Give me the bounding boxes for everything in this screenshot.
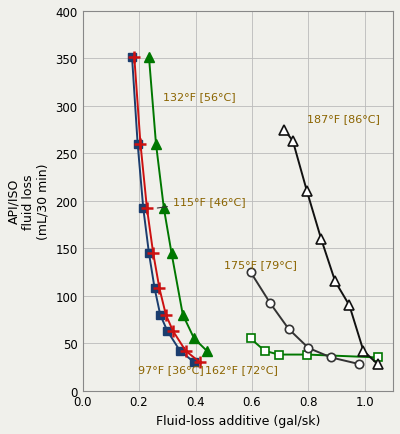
Y-axis label: API/ISO
fluid loss
(mL/30 min): API/ISO fluid loss (mL/30 min) — [7, 163, 50, 240]
Text: 97°F [36°C]: 97°F [36°C] — [138, 364, 203, 374]
Text: 115°F [46°C]: 115°F [46°C] — [157, 196, 246, 208]
Text: 132°F [56°C]: 132°F [56°C] — [163, 92, 236, 102]
Text: 187°F [86°C]: 187°F [86°C] — [307, 114, 380, 124]
X-axis label: Fluid-loss additive (gal/sk): Fluid-loss additive (gal/sk) — [156, 414, 320, 427]
Text: 162°F [72°C]: 162°F [72°C] — [205, 364, 278, 374]
Text: 175°F [79°C]: 175°F [79°C] — [224, 260, 296, 270]
